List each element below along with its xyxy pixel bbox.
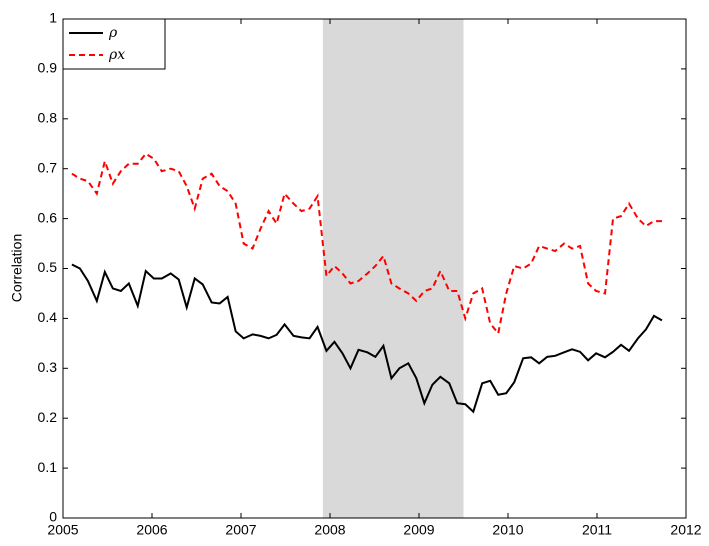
series-line — [71, 152, 662, 336]
y-tick-label: 0.3 — [38, 359, 58, 375]
x-tick-label: 2009 — [403, 522, 434, 538]
legend-box — [62, 18, 166, 70]
shaded-region — [322, 19, 464, 518]
axes-frame — [62, 18, 687, 519]
y-tick-label: 0.1 — [38, 459, 58, 475]
legend-label: ρx — [108, 47, 125, 63]
series-line — [71, 263, 663, 414]
x-tick-label: 2008 — [314, 522, 345, 538]
x-tick-label: 2006 — [136, 522, 167, 538]
y-tick-label: 0.6 — [38, 209, 58, 225]
y-tick-label: 0.7 — [38, 159, 58, 175]
y-tick-label: 1 — [49, 10, 57, 26]
y-tick-label: 0 — [49, 509, 57, 525]
x-tick-label: 2012 — [670, 522, 701, 538]
y-tick-label: 0.5 — [38, 259, 58, 275]
x-tick-label: 2005 — [47, 522, 78, 538]
x-tick-label: 2007 — [225, 522, 256, 538]
y-tick-label: 0.8 — [38, 110, 58, 126]
x-tick-label: 2010 — [492, 522, 523, 538]
y-axis-label: Correlation — [9, 234, 25, 302]
y-tick-label: 0.4 — [38, 309, 58, 325]
x-tick-label: 2011 — [582, 522, 612, 538]
y-tick-label: 0.2 — [38, 409, 58, 425]
y-tick-label: 0.9 — [38, 60, 58, 76]
legend-label: ρ — [108, 25, 118, 41]
